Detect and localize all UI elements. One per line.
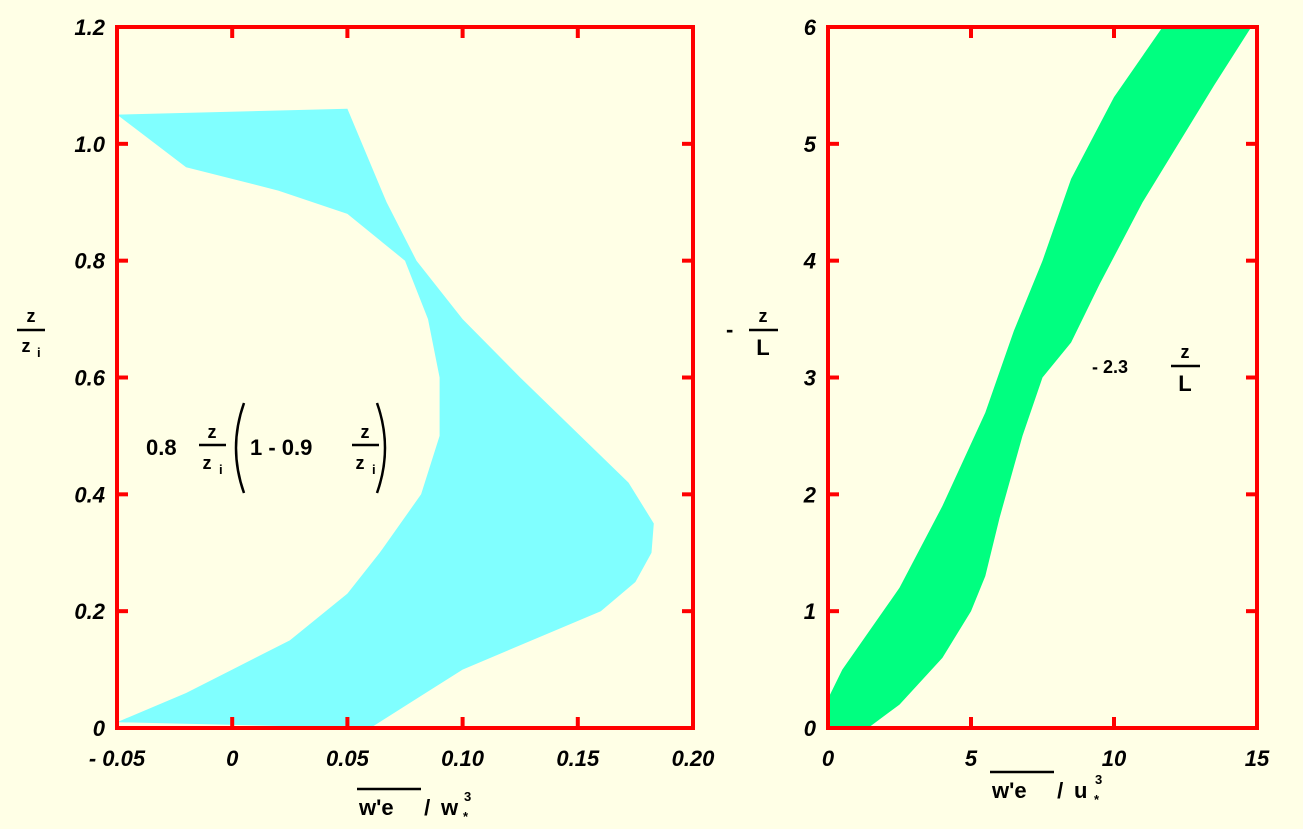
right-ann-frac-den: L xyxy=(1178,371,1191,396)
left-ytick-label: 1.0 xyxy=(74,132,105,157)
right-tick-labels: 0 5 10 15 0 1 2 3 4 5 6 xyxy=(803,15,1270,771)
right-ylabel-prefix: - xyxy=(726,317,733,342)
right-panel: 0 5 10 15 0 1 2 3 4 5 6 - z L w'e / u 3 * - 2.3 z … xyxy=(726,15,1270,807)
left-tick-labels: - 0.05 0 0.05 0.10 0.15 0.20 0 0.2 0.4 0.6 0.8 1.0 1… xyxy=(74,15,715,771)
right-ytick-label: 3 xyxy=(804,366,816,391)
left-panel: - 0.05 0 0.05 0.10 0.15 0.20 0 0.2 0.4 0.6 0.8 1.0 1… xyxy=(17,15,715,824)
right-ytick-label: 1 xyxy=(804,599,816,624)
right-ytick-label: 6 xyxy=(804,15,817,40)
left-ylabel-num: z xyxy=(27,306,36,326)
left-xtick-label: 0.20 xyxy=(672,746,716,771)
right-x-axis-label: w'e / u 3 * xyxy=(990,770,1102,807)
right-ann-frac-num: z xyxy=(1181,342,1190,362)
right-ytick-label: 2 xyxy=(803,482,817,507)
left-xlabel-sup: 3 xyxy=(464,789,471,804)
right-xlabel-sub: * xyxy=(1094,792,1100,807)
left-ann-frac-num: z xyxy=(208,422,217,442)
left-xlabel-sep: / xyxy=(418,795,436,820)
left-ytick-label: 0.4 xyxy=(74,482,105,507)
left-ann-frac-den: z xyxy=(203,453,212,473)
left-ytick-label: 0.6 xyxy=(74,366,105,391)
left-ann-inner: 1 - 0.9 xyxy=(250,435,312,460)
left-ytick-label: 0 xyxy=(93,716,106,741)
right-xtick-label: 15 xyxy=(1245,746,1270,771)
right-xlabel-sup: 3 xyxy=(1095,772,1102,787)
left-ann-paren-open xyxy=(234,402,246,494)
right-ann-coef: - 2.3 xyxy=(1092,357,1128,377)
right-xlabel-main: w'e xyxy=(991,778,1027,803)
right-xtick-label: 0 xyxy=(822,746,835,771)
right-ytick-label: 5 xyxy=(804,132,817,157)
left-x-axis-label: w'e / w 3 * xyxy=(357,787,471,824)
left-band-area xyxy=(117,108,654,729)
left-ylabel-den: z xyxy=(22,336,31,356)
left-xtick-label: 0.15 xyxy=(556,746,600,771)
right-y-axis-label: - z L xyxy=(726,306,778,360)
right-xlabel-sep: / xyxy=(1051,778,1069,803)
left-xtick-label: 0.05 xyxy=(326,746,370,771)
left-ann-frac2-sub: i xyxy=(372,462,376,477)
right-ylabel-num: z xyxy=(759,306,768,326)
left-ytick-label: 0.8 xyxy=(74,249,105,274)
right-ytick-label: 4 xyxy=(803,249,816,274)
right-xlabel-var: u xyxy=(1074,778,1087,803)
left-xlabel-main: w'e xyxy=(358,795,394,820)
left-ann-frac2-num: z xyxy=(361,422,370,442)
left-ann-paren-close xyxy=(375,402,387,494)
left-xtick-label: - 0.05 xyxy=(89,746,146,771)
right-plot-frame xyxy=(826,25,1259,730)
left-xlabel-sub: * xyxy=(463,809,469,824)
right-annotation: - 2.3 z L xyxy=(1092,342,1200,396)
left-ann-frac2-den: z xyxy=(356,453,365,473)
left-xtick-label: 0.10 xyxy=(441,746,485,771)
left-y-axis-label: z z i xyxy=(17,306,45,360)
left-plot-frame xyxy=(115,25,695,730)
right-xtick-label: 5 xyxy=(965,746,978,771)
left-xlabel-var: w xyxy=(440,795,459,820)
left-ann-frac-sub: i xyxy=(219,462,223,477)
left-ann-coef: 0.8 xyxy=(146,435,177,460)
left-ytick-label: 1.2 xyxy=(74,15,105,40)
left-ylabel-den-sub: i xyxy=(37,345,41,360)
left-xtick-label: 0 xyxy=(226,746,239,771)
right-ylabel-den: L xyxy=(756,335,769,360)
right-band-area xyxy=(828,27,1252,728)
left-ytick-label: 0.2 xyxy=(74,599,105,624)
right-xtick-label: 10 xyxy=(1102,746,1127,771)
right-ytick-label: 0 xyxy=(804,716,817,741)
left-annotation: 0.8 z z i 1 - 0.9 z z i xyxy=(146,402,387,494)
